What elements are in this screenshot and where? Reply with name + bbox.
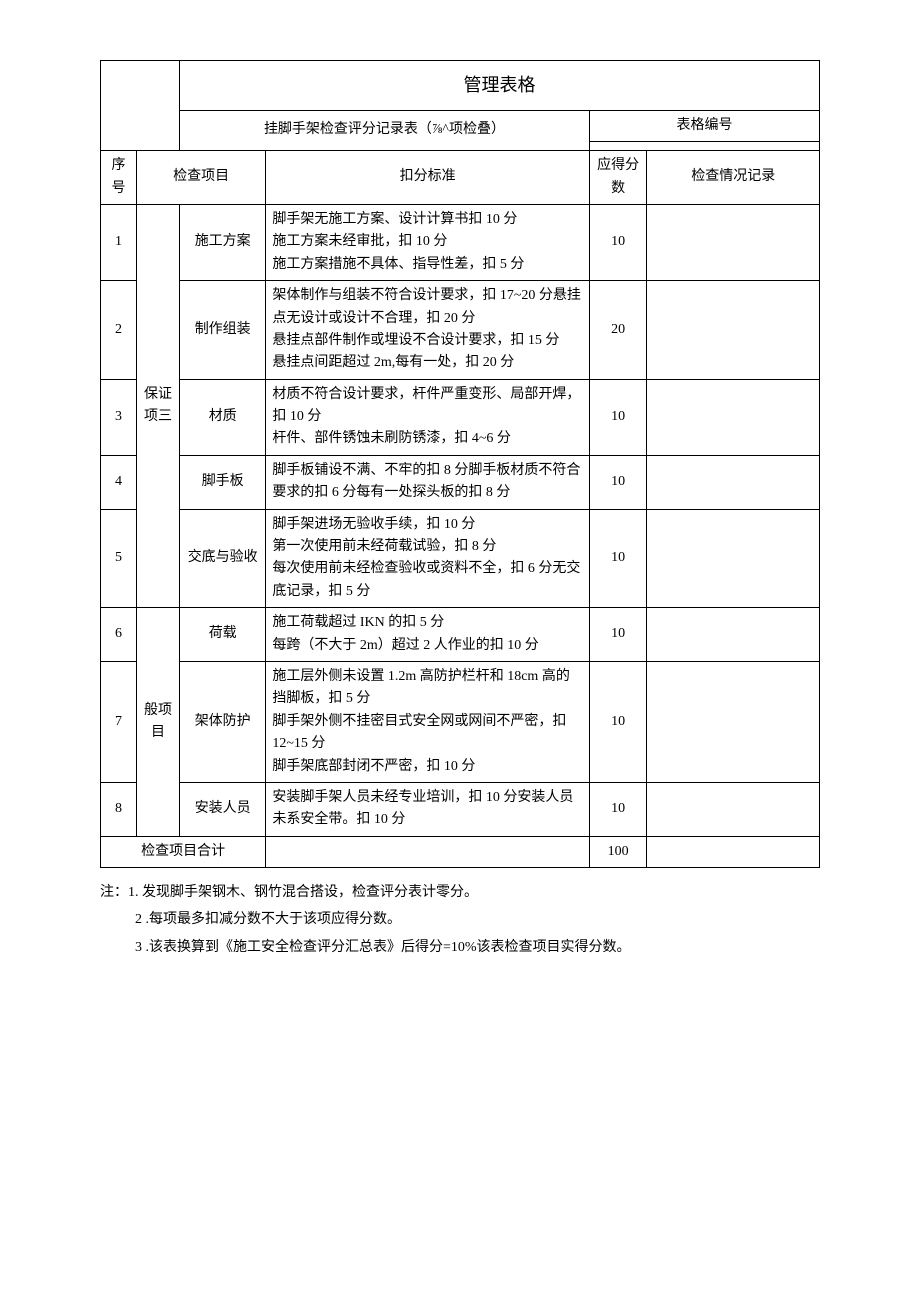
record-cell xyxy=(647,782,820,836)
table-row: 2 制作组装 架体制作与组装不符合设计要求，扣 17~20 分悬挂点无设计或设计… xyxy=(101,281,820,380)
criteria-cell: 架体制作与组装不符合设计要求，扣 17~20 分悬挂点无设计或设计不合理，扣 2… xyxy=(266,281,590,380)
record-cell xyxy=(647,204,820,280)
record-cell xyxy=(647,455,820,509)
subtitle-row: 挂脚手架检查评分记录表（⅞^项检叠） 表格编号 xyxy=(101,110,820,141)
score-cell: 10 xyxy=(589,782,647,836)
seq-cell: 5 xyxy=(101,509,137,608)
criteria-cell: 材质不符合设计要求，杆件严重变形、局部开焊，扣 10 分杆件、部件锈蚀未刷防锈漆… xyxy=(266,379,590,455)
score-cell: 10 xyxy=(589,204,647,280)
group-cell-1: 保证项三 xyxy=(136,204,179,607)
header-score: 应得分数 xyxy=(589,151,647,205)
item-cell: 安装人员 xyxy=(180,782,266,836)
header-record: 检查情况记录 xyxy=(647,151,820,205)
header-row: 序号 检查项目 扣分标准 应得分数 检查情况记录 xyxy=(101,151,820,205)
record-cell xyxy=(647,379,820,455)
title-row: 管理表格 xyxy=(101,61,820,111)
table-row: 3 材质 材质不符合设计要求，杆件严重变形、局部开焊，扣 10 分杆件、部件锈蚀… xyxy=(101,379,820,455)
seq-cell: 8 xyxy=(101,782,137,836)
record-cell xyxy=(647,608,820,662)
criteria-cell: 脚手架进场无验收手续，扣 10 分第一次使用前未经荷载试验，扣 8 分每次使用前… xyxy=(266,509,590,608)
table-row: 7 架体防护 施工层外侧未设置 1.2m 高防护栏杆和 18cm 高的挡脚板，扣… xyxy=(101,662,820,783)
score-cell: 10 xyxy=(589,662,647,783)
criteria-cell: 施工层外侧未设置 1.2m 高防护栏杆和 18cm 高的挡脚板，扣 5 分脚手架… xyxy=(266,662,590,783)
total-criteria-cell xyxy=(266,836,590,867)
header-criteria: 扣分标准 xyxy=(266,151,590,205)
table-row: 6 般项目 荷载 施工荷载超过 IKN 的扣 5 分每跨（不大于 2m）超过 2… xyxy=(101,608,820,662)
score-cell: 20 xyxy=(589,281,647,380)
criteria-cell: 脚手板铺设不满、不牢的扣 8 分脚手板材质不符合要求的扣 6 分每有一处探头板的… xyxy=(266,455,590,509)
record-cell xyxy=(647,509,820,608)
table-row: 8 安装人员 安装脚手架人员未经专业培训，扣 10 分安装人员未系安全带。扣 1… xyxy=(101,782,820,836)
seq-cell: 3 xyxy=(101,379,137,455)
item-cell: 脚手板 xyxy=(180,455,266,509)
total-row: 检查项目合计 100 xyxy=(101,836,820,867)
criteria-cell: 施工荷载超过 IKN 的扣 5 分每跨（不大于 2m）超过 2 人作业的扣 10… xyxy=(266,608,590,662)
total-label: 检查项目合计 xyxy=(101,836,266,867)
item-cell: 制作组装 xyxy=(180,281,266,380)
seq-cell: 1 xyxy=(101,204,137,280)
header-seq: 序号 xyxy=(101,151,137,205)
table-row: 4 脚手板 脚手板铺设不满、不牢的扣 8 分脚手板材质不符合要求的扣 6 分每有… xyxy=(101,455,820,509)
seq-cell: 4 xyxy=(101,455,137,509)
management-table: 管理表格 挂脚手架检查评分记录表（⅞^项检叠） 表格编号 序号 检查项目 扣分标… xyxy=(100,60,820,868)
note-line-1: 注：1. 发现脚手架钢木、钢竹混合搭设，检查评分表计零分。 xyxy=(100,880,820,905)
form-number-value xyxy=(589,142,819,151)
seq-cell: 6 xyxy=(101,608,137,662)
table-subtitle: 挂脚手架检查评分记录表（⅞^项检叠） xyxy=(180,110,590,150)
item-cell: 荷载 xyxy=(180,608,266,662)
group-cell-2: 般项目 xyxy=(136,608,179,837)
item-cell: 交底与验收 xyxy=(180,509,266,608)
score-cell: 10 xyxy=(589,455,647,509)
criteria-cell: 安装脚手架人员未经专业培训，扣 10 分安装人员未系安全带。扣 10 分 xyxy=(266,782,590,836)
note-prefix: 注： xyxy=(100,885,128,900)
score-cell: 10 xyxy=(589,509,647,608)
item-cell: 架体防护 xyxy=(180,662,266,783)
form-number-label: 表格编号 xyxy=(589,110,819,141)
header-item: 检查项目 xyxy=(136,151,265,205)
score-cell: 10 xyxy=(589,379,647,455)
item-cell: 材质 xyxy=(180,379,266,455)
notes-section: 注：1. 发现脚手架钢木、钢竹混合搭设，检查评分表计零分。 2 .每项最多扣减分… xyxy=(100,880,820,960)
seq-cell: 7 xyxy=(101,662,137,783)
criteria-cell: 脚手架无施工方案、设计计算书扣 10 分施工方案未经审批，扣 10 分施工方案措… xyxy=(266,204,590,280)
record-cell xyxy=(647,281,820,380)
total-score: 100 xyxy=(589,836,647,867)
score-cell: 10 xyxy=(589,608,647,662)
item-cell: 施工方案 xyxy=(180,204,266,280)
table-row: 1 保证项三 施工方案 脚手架无施工方案、设计计算书扣 10 分施工方案未经审批… xyxy=(101,204,820,280)
note-1: 1. 发现脚手架钢木、钢竹混合搭设，检查评分表计零分。 xyxy=(128,885,478,900)
seq-cell: 2 xyxy=(101,281,137,380)
table-title: 管理表格 xyxy=(180,61,820,111)
total-record-cell xyxy=(647,836,820,867)
note-2: 2 .每项最多扣减分数不大于该项应得分数。 xyxy=(100,907,820,932)
record-cell xyxy=(647,662,820,783)
table-row: 5 交底与验收 脚手架进场无验收手续，扣 10 分第一次使用前未经荷载试验，扣 … xyxy=(101,509,820,608)
note-3: 3 .该表换算到《施工安全检查评分汇总表》后得分=10%该表检查项目实得分数。 xyxy=(100,935,820,960)
